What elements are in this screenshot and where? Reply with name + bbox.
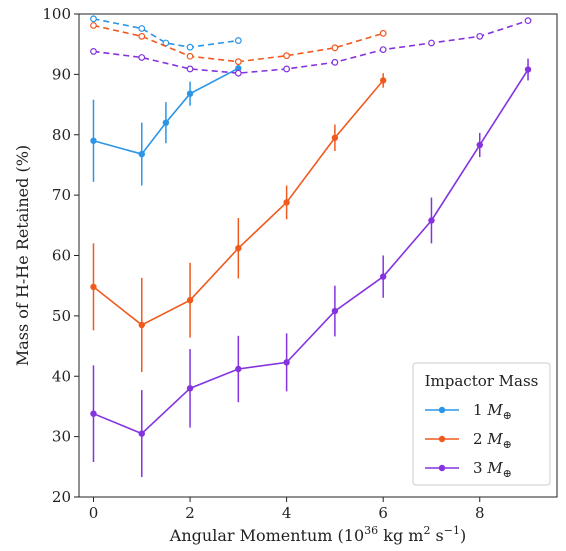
- open-data-point: [138, 54, 146, 61]
- data-point: [186, 90, 194, 97]
- data-point: [235, 65, 242, 72]
- legend-title: Impactor Mass: [425, 372, 539, 390]
- data-point: [90, 137, 97, 144]
- y-tick-label: 80: [52, 126, 71, 144]
- data-point: [428, 217, 435, 224]
- legend-label: 3 M⊕: [473, 459, 512, 480]
- open-data-point: [138, 25, 146, 32]
- open-data-point: [379, 29, 387, 37]
- legend-label: 2 M⊕: [473, 430, 512, 451]
- y-tick-label: 60: [52, 247, 71, 265]
- open-data-point: [186, 43, 194, 51]
- data-point: [90, 410, 97, 417]
- y-tick-label: 40: [52, 367, 71, 385]
- data-point: [283, 199, 290, 206]
- dashed-series-line: [93, 18, 239, 49]
- legend-marker: [438, 406, 446, 414]
- open-data-point: [234, 58, 242, 66]
- data-point: [331, 307, 339, 315]
- data-point: [331, 134, 339, 141]
- open-data-point: [138, 32, 146, 40]
- open-data-point: [186, 52, 194, 60]
- data-point: [235, 245, 242, 252]
- legend-box: [412, 362, 551, 486]
- data-point: [235, 365, 242, 373]
- x-tick-label: 2: [185, 504, 195, 522]
- data-point: [283, 359, 290, 366]
- data-point: [524, 66, 532, 73]
- x-tick-label: 6: [378, 504, 388, 522]
- data-point: [162, 119, 170, 126]
- dashed-series-line: [93, 19, 529, 74]
- data-point: [90, 283, 97, 291]
- series-6: [90, 17, 532, 77]
- x-axis-label: Angular Momentum (1036 kg m2 s−1): [169, 524, 466, 545]
- y-tick-label: 20: [52, 488, 71, 506]
- data-point: [138, 430, 145, 437]
- open-data-point: [283, 65, 291, 73]
- y-tick-label: 70: [52, 186, 71, 204]
- legend-entry: 2 M⊕: [425, 430, 512, 451]
- open-data-point: [283, 52, 291, 60]
- legend-entry: 1 M⊕: [425, 401, 512, 422]
- series-4: [90, 15, 242, 51]
- axis-ticks: 0 2 4 6 8 20 30 40 50 60 70 80 90 100: [42, 5, 484, 522]
- series-3: [90, 58, 532, 478]
- x-tick-label: 0: [89, 504, 99, 522]
- open-data-point: [428, 39, 435, 47]
- legend-entries: 1 M⊕ 2 M⊕ 3 M⊕: [425, 401, 512, 480]
- data-point: [186, 296, 194, 304]
- data-point: [138, 321, 145, 329]
- series-5: [90, 22, 387, 66]
- open-data-point: [331, 58, 339, 66]
- open-data-point: [331, 44, 339, 52]
- x-tick-label: 8: [475, 504, 485, 522]
- open-data-point: [90, 48, 97, 55]
- series-1: [90, 61, 242, 186]
- data-point: [379, 273, 387, 280]
- legend-label: 1 M⊕: [473, 401, 512, 422]
- data-point: [138, 150, 145, 158]
- data-point: [476, 141, 483, 149]
- x-tick-label: 4: [282, 504, 292, 522]
- plot-marks: [90, 15, 532, 478]
- open-data-point: [90, 15, 97, 23]
- open-data-point: [186, 65, 194, 73]
- open-data-point: [234, 37, 242, 44]
- open-data-point: [90, 22, 97, 29]
- series-line: [93, 69, 529, 435]
- open-data-point: [379, 46, 387, 54]
- y-tick-label: 30: [52, 428, 71, 446]
- legend-entry: 3 M⊕: [425, 459, 512, 480]
- legend-marker: [438, 464, 446, 472]
- data-point: [186, 385, 194, 392]
- y-tick-label: 90: [52, 65, 71, 83]
- open-data-point: [476, 32, 484, 40]
- legend-marker: [438, 435, 446, 443]
- data-point: [379, 77, 387, 84]
- legend: Impactor Mass 1 M⊕ 2 M⊕ 3 M⊕: [412, 362, 551, 486]
- y-tick-label: 50: [52, 307, 71, 325]
- y-axis-label: Mass of H-He Retained (%): [13, 145, 32, 366]
- open-data-point: [524, 17, 532, 25]
- y-tick-label: 100: [42, 5, 71, 23]
- open-data-point: [234, 69, 242, 77]
- series-2: [90, 73, 387, 373]
